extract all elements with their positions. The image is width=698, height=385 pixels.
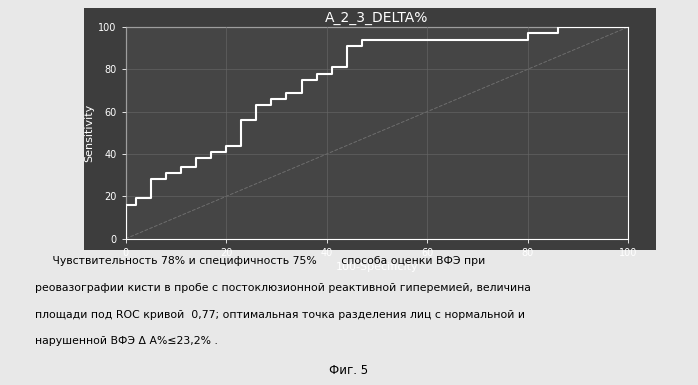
Text: реовазографии кисти в пробе с постоклюзионной реактивной гиперемией, величина: реовазографии кисти в пробе с постоклюзи… [35, 283, 530, 293]
Y-axis label: Sensitivity: Sensitivity [84, 104, 94, 162]
Text: нарушенной ВФЭ Δ A%≤23,2% .: нарушенной ВФЭ Δ A%≤23,2% . [35, 336, 218, 346]
Title: A_2_3_DELTA%: A_2_3_DELTA% [325, 10, 429, 25]
Text: площади под ROC кривой  0,77; оптимальная точка разделения лиц с нормальной и: площади под ROC кривой 0,77; оптимальная… [35, 310, 525, 320]
Text: Чувствительность 78% и специфичность 75%       способа оценки ВФЭ при: Чувствительность 78% и специфичность 75%… [35, 256, 485, 266]
X-axis label: 100-Specificity: 100-Specificity [336, 262, 418, 272]
Text: Фиг. 5: Фиг. 5 [329, 364, 369, 377]
